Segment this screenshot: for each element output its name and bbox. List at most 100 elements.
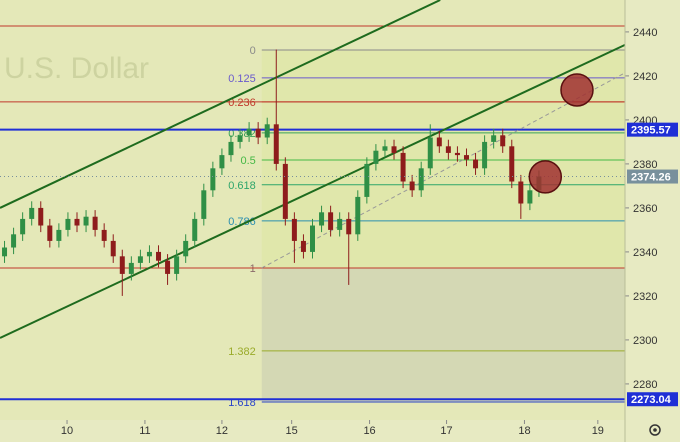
last-price-label: 2374.26	[631, 172, 671, 184]
settings-ring	[649, 424, 661, 436]
price-axis-bg	[625, 0, 680, 442]
candle-body	[418, 168, 424, 191]
fib-label: 1.382	[228, 346, 256, 358]
fib-label: 0.5	[240, 155, 255, 167]
candle-body	[183, 240, 189, 257]
candle-body	[237, 135, 243, 142]
candle-body	[509, 146, 515, 182]
candle-body	[56, 229, 62, 241]
candle-body	[346, 218, 352, 235]
candle-body	[527, 190, 533, 204]
candle-body	[201, 190, 207, 219]
fib-zone-lower	[261, 267, 625, 402]
candle-body	[382, 146, 388, 151]
candle-body	[192, 218, 198, 241]
candle-body	[219, 155, 225, 169]
candle-body	[473, 159, 479, 169]
candle-body	[11, 234, 17, 248]
x-tick-label: 15	[286, 425, 298, 437]
y-tick-label: 2280	[633, 379, 657, 391]
candle-body	[310, 225, 315, 252]
candle-body	[300, 240, 306, 252]
candle-body	[273, 124, 279, 164]
fib-label: 1	[250, 263, 256, 275]
marker	[528, 160, 563, 194]
candle-body	[436, 137, 442, 147]
y-tick-label: 2300	[633, 335, 657, 347]
candle-body	[500, 135, 506, 147]
x-tick-label: 18	[518, 425, 530, 437]
candle-body	[246, 128, 252, 136]
settings-icon[interactable]	[649, 424, 661, 436]
candle-body	[65, 218, 71, 230]
candle-body	[518, 181, 524, 204]
x-tick-label: 17	[440, 425, 452, 437]
price-badge	[627, 122, 678, 137]
trend-line	[0, 0, 441, 209]
y-tick-label: 2440	[633, 27, 657, 39]
x-tick-label: 19	[592, 425, 604, 437]
candle-body	[83, 216, 89, 226]
x-tick-label: 11	[139, 425, 150, 437]
trend-line	[261, 72, 626, 269]
fib-label: 0.236	[228, 97, 256, 109]
candle-body	[74, 218, 80, 226]
candle-body	[119, 256, 125, 274]
candle-body	[156, 251, 162, 261]
price-badge	[627, 392, 678, 407]
candle-body	[264, 124, 270, 138]
fib-label: 0.618	[228, 180, 256, 192]
candle-body	[282, 163, 288, 219]
marker	[560, 73, 594, 107]
candle-body	[92, 216, 98, 230]
candle-body	[373, 150, 379, 164]
y-tick-label: 2320	[633, 291, 657, 303]
last-price-badge	[627, 169, 678, 184]
settings-dot	[653, 428, 657, 432]
candle-body	[47, 225, 53, 241]
candle-body	[228, 141, 234, 156]
fib-label: 0	[250, 45, 256, 57]
candle-body	[319, 212, 325, 226]
candle-body	[337, 218, 343, 230]
y-tick-label: 2340	[633, 247, 657, 259]
y-tick-label: 2360	[633, 203, 657, 215]
candle-body	[291, 218, 297, 241]
candle-body	[2, 247, 8, 257]
x-tick-label: 12	[216, 425, 228, 437]
candle-body	[491, 135, 497, 142]
candle-body	[445, 146, 451, 153]
candle-body	[427, 137, 433, 169]
candle-body	[146, 251, 152, 257]
y-tick-label: 2380	[633, 159, 657, 171]
candle-body	[355, 196, 361, 235]
candle-body	[20, 218, 26, 235]
candle-body	[328, 212, 334, 230]
candle-body	[391, 146, 397, 153]
candle-body	[210, 168, 216, 191]
candle-body	[165, 260, 171, 274]
candle-body	[255, 128, 261, 138]
fib-label: 0.125	[228, 73, 256, 85]
candle-body	[29, 207, 35, 219]
candle-body	[482, 141, 488, 169]
candle-body	[128, 262, 134, 274]
candle-body	[101, 229, 107, 241]
y-tick-label: 2420	[633, 71, 657, 83]
candle-body	[110, 240, 116, 257]
fib-label: 0.786	[228, 216, 256, 228]
price-badge-label: 2395.57	[631, 125, 671, 137]
candle-body	[463, 155, 469, 160]
x-tick-label: 10	[61, 425, 73, 437]
candle-body	[174, 256, 180, 274]
candle-body	[137, 256, 143, 263]
candle-body	[409, 181, 415, 191]
candle-body	[364, 163, 370, 197]
candle-body	[454, 152, 460, 156]
price-badge-label: 2273.04	[631, 394, 672, 406]
candle-body	[38, 207, 44, 226]
trend-line	[0, 43, 626, 339]
